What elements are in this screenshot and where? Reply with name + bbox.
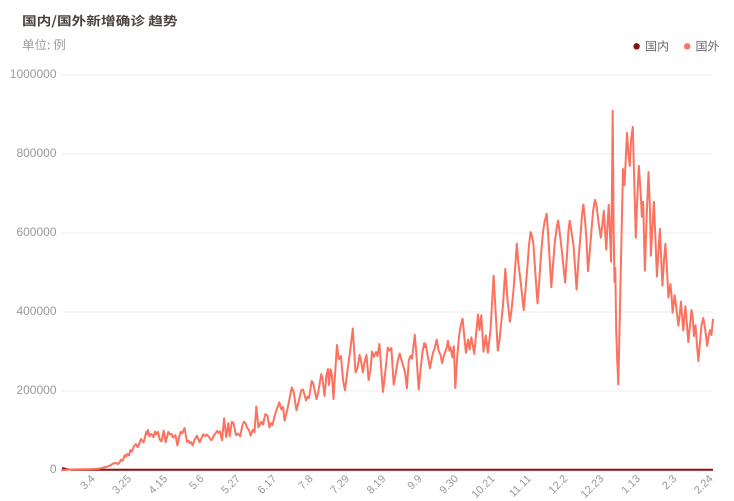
- svg-text:1000000: 1000000: [10, 67, 57, 81]
- svg-text:0: 0: [50, 462, 57, 476]
- svg-text:200000: 200000: [16, 383, 56, 397]
- svg-text:800000: 800000: [16, 146, 56, 160]
- svg-text:400000: 400000: [16, 304, 56, 318]
- svg-text:600000: 600000: [16, 225, 56, 239]
